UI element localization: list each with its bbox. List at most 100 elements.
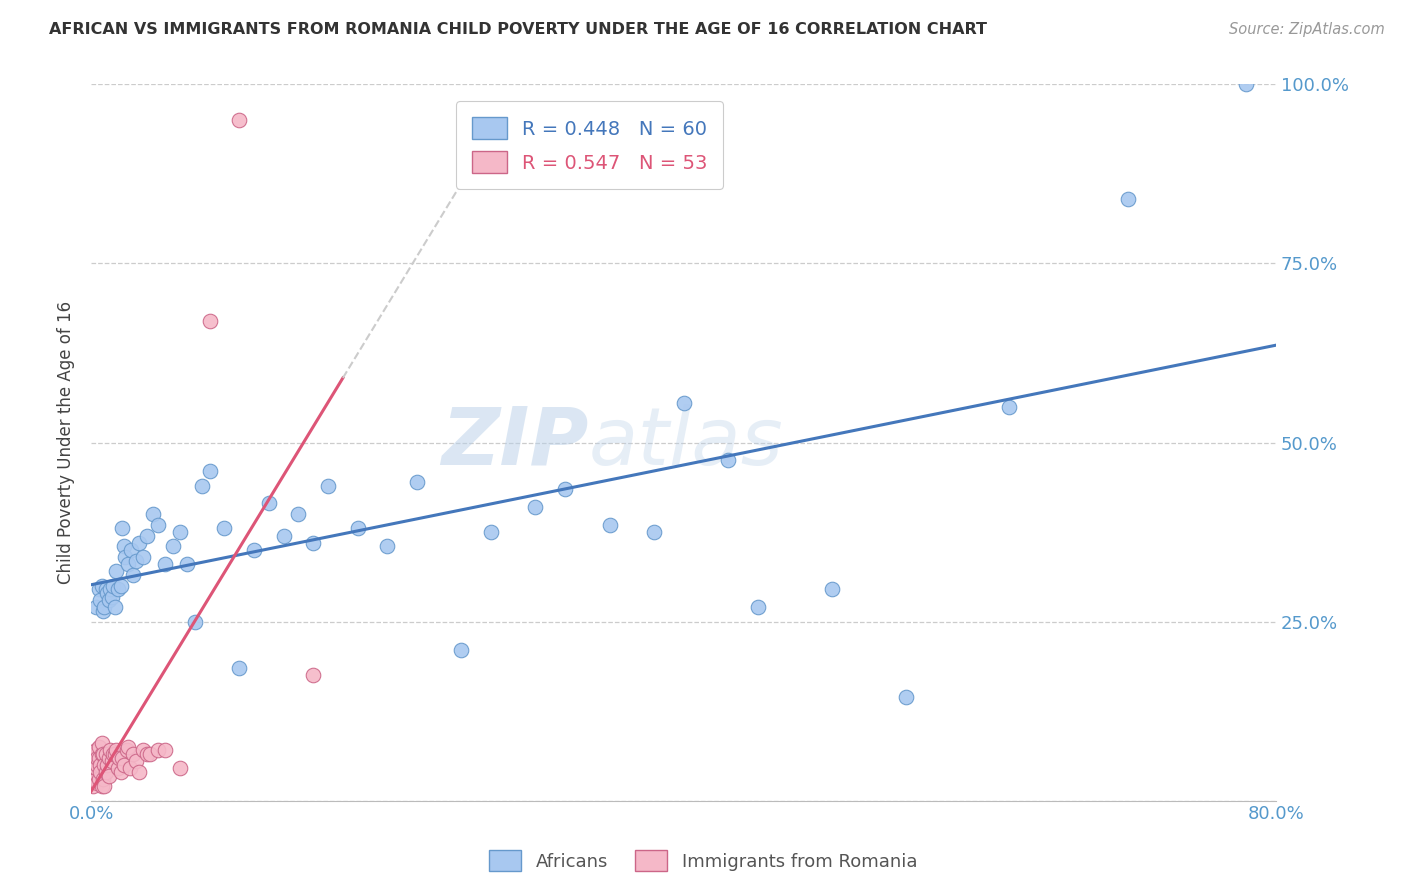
Point <box>111 521 134 535</box>
Point <box>97 593 120 607</box>
Point <box>153 743 176 757</box>
Point <box>90 779 112 793</box>
Point <box>717 453 740 467</box>
Point <box>91 604 114 618</box>
Point <box>821 582 844 597</box>
Point <box>100 582 122 597</box>
Point <box>228 661 250 675</box>
Point <box>128 764 150 779</box>
Legend: R = 0.448   N = 60, R = 0.547   N = 53: R = 0.448 N = 60, R = 0.547 N = 53 <box>457 102 723 189</box>
Point <box>83 747 105 761</box>
Point <box>105 565 128 579</box>
Point <box>90 579 112 593</box>
Point <box>228 113 250 128</box>
Point <box>118 761 141 775</box>
Point <box>94 764 117 779</box>
Point <box>84 600 107 615</box>
Point <box>91 747 114 761</box>
Text: AFRICAN VS IMMIGRANTS FROM ROMANIA CHILD POVERTY UNDER THE AGE OF 16 CORRELATION: AFRICAN VS IMMIGRANTS FROM ROMANIA CHILD… <box>49 22 987 37</box>
Point <box>111 750 134 764</box>
Point <box>153 558 176 572</box>
Point <box>107 582 129 597</box>
Point <box>243 543 266 558</box>
Point <box>89 593 111 607</box>
Point <box>104 600 127 615</box>
Point <box>120 543 142 558</box>
Point <box>346 521 368 535</box>
Point <box>82 754 104 768</box>
Point <box>112 757 135 772</box>
Point <box>273 528 295 542</box>
Point <box>1234 78 1257 92</box>
Point <box>87 739 110 754</box>
Point <box>124 554 146 568</box>
Point <box>86 775 108 789</box>
Point <box>93 779 115 793</box>
Point <box>146 743 169 757</box>
Point <box>94 582 117 597</box>
Point <box>82 779 104 793</box>
Point <box>136 528 159 542</box>
Point <box>643 524 665 539</box>
Point <box>132 743 155 757</box>
Point <box>377 540 399 554</box>
Point <box>94 747 117 761</box>
Point <box>554 482 576 496</box>
Point <box>128 536 150 550</box>
Point <box>84 761 107 775</box>
Point <box>191 478 214 492</box>
Point <box>96 586 118 600</box>
Point <box>169 524 191 539</box>
Point <box>89 764 111 779</box>
Text: ZIP: ZIP <box>441 403 589 482</box>
Point <box>599 517 621 532</box>
Point <box>117 558 139 572</box>
Point <box>406 475 429 489</box>
Point <box>998 400 1021 414</box>
Point <box>96 757 118 772</box>
Point <box>87 582 110 597</box>
Point <box>91 772 114 786</box>
Point <box>162 540 184 554</box>
Point <box>87 772 110 786</box>
Point <box>83 764 105 779</box>
Point <box>302 668 325 682</box>
Point <box>198 464 221 478</box>
Point <box>101 590 124 604</box>
Point <box>121 747 143 761</box>
Point <box>110 764 132 779</box>
Point <box>146 517 169 532</box>
Point <box>97 750 120 764</box>
Point <box>136 747 159 761</box>
Point <box>87 750 110 764</box>
Point <box>450 643 472 657</box>
Point <box>114 550 136 565</box>
Point <box>83 768 105 782</box>
Point <box>90 736 112 750</box>
Point <box>103 579 125 593</box>
Point <box>104 747 127 761</box>
Point <box>139 747 162 761</box>
Point <box>86 750 108 764</box>
Point <box>101 754 124 768</box>
Point <box>1116 192 1139 206</box>
Point <box>117 739 139 754</box>
Point <box>89 757 111 772</box>
Point <box>107 761 129 775</box>
Point <box>93 757 115 772</box>
Point <box>90 747 112 761</box>
Point <box>316 478 339 492</box>
Legend: Africans, Immigrants from Romania: Africans, Immigrants from Romania <box>481 843 925 879</box>
Point <box>132 550 155 565</box>
Point <box>169 761 191 775</box>
Point <box>121 568 143 582</box>
Point <box>110 579 132 593</box>
Point <box>115 743 138 757</box>
Point <box>214 521 236 535</box>
Point <box>142 507 165 521</box>
Point <box>105 743 128 757</box>
Point <box>100 743 122 757</box>
Point <box>287 507 309 521</box>
Point <box>747 600 769 615</box>
Point <box>479 524 502 539</box>
